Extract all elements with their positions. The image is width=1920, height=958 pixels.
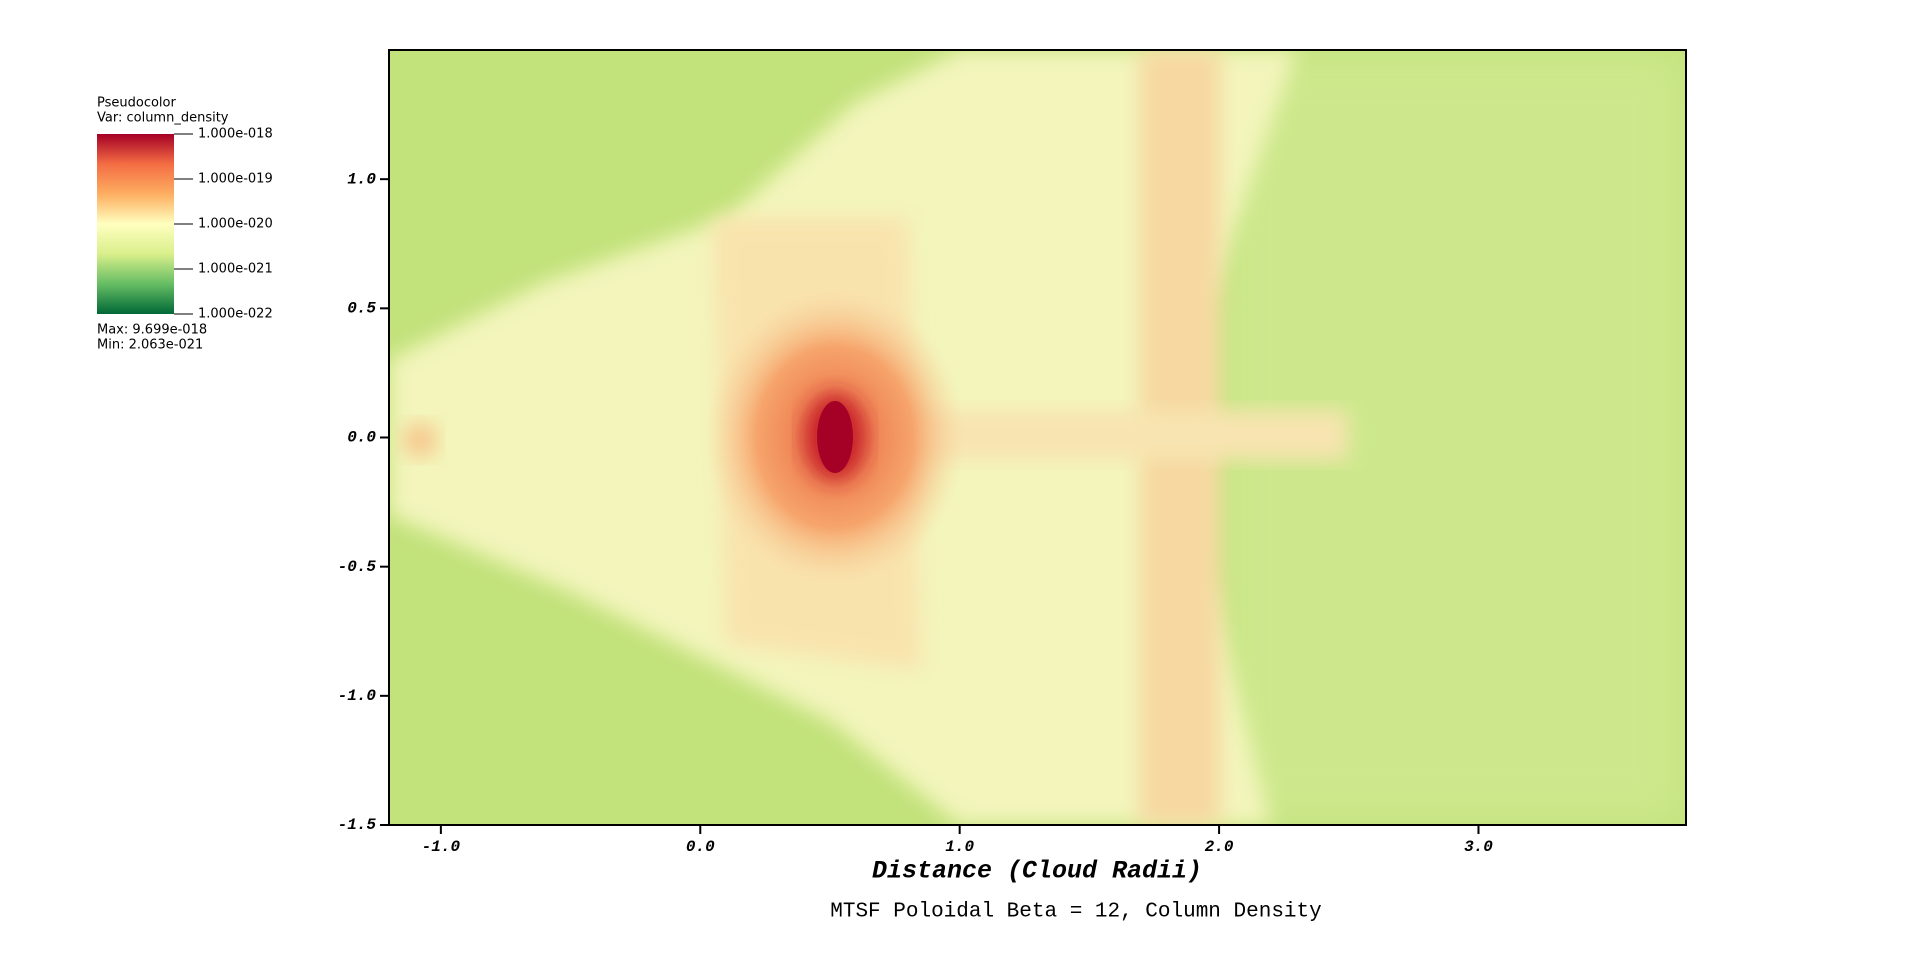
- y-tick-label: 1.0: [347, 170, 376, 188]
- y-tick-label: 0.0: [347, 429, 376, 447]
- x-tick-label: 1.0: [945, 838, 974, 856]
- colorbar: [97, 134, 174, 314]
- legend-max: Max: 9.699e-018: [97, 323, 207, 338]
- y-tick-label: -1.0: [338, 687, 377, 705]
- x-tick-label: -1.0: [422, 838, 461, 856]
- x-tick-label: 3.0: [1464, 838, 1493, 856]
- legend-min: Min: 2.063e-021: [97, 338, 203, 353]
- legend-variable: Var: column_density: [97, 111, 229, 126]
- chart-title: MTSF Poloidal Beta = 12, Column Density: [830, 901, 1321, 924]
- colorbar-tick-label: 1.000e-019: [198, 172, 273, 187]
- colorbar-tick-label: 1.000e-021: [198, 262, 273, 277]
- colorbar-tick-label: 1.000e-022: [198, 307, 273, 322]
- x-tick-label: 2.0: [1205, 838, 1234, 856]
- colorbar-tick-label: 1.000e-018: [198, 127, 273, 142]
- legend-title: Pseudocolor: [97, 96, 176, 111]
- x-axis-label: Distance (Cloud Radii): [872, 857, 1202, 886]
- colorbar-tick-label: 1.000e-020: [198, 217, 273, 232]
- y-tick-label: -1.5: [338, 816, 377, 834]
- field-image: [389, 50, 1686, 825]
- y-tick-label: -0.5: [338, 558, 377, 576]
- x-tick-label: 0.0: [686, 838, 715, 856]
- y-tick-label: 0.5: [347, 300, 376, 318]
